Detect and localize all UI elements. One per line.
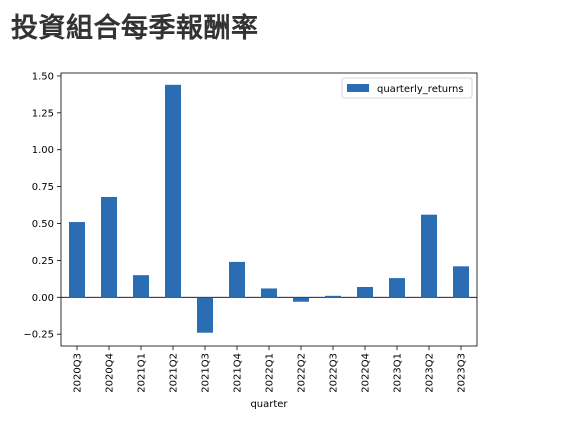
bar-2020Q3 [69,222,85,298]
y-tick-label: 1.50 [32,71,54,82]
y-tick-label: 0.75 [32,182,54,193]
x-tick-label: 2020Q3 [73,353,84,393]
bar-2021Q4 [229,261,245,298]
plot-frame [60,72,478,347]
bar-2021Q2 [165,84,181,298]
page-title: 投資組合每季報酬率 [11,13,259,44]
x-tick-label: 2021Q3 [201,353,212,393]
y-tick-label: 0.00 [32,293,54,304]
bar-2021Q3 [197,297,213,333]
y-tick-label: 0.25 [32,256,54,267]
legend-box [341,77,473,99]
bar-2020Q4 [101,196,117,298]
bar-2022Q3 [325,295,341,298]
x-axis-label: quarter [250,399,288,410]
legend-swatch [347,84,369,92]
x-tick-label: 2022Q4 [361,353,372,393]
y-tick-label: 1.00 [32,145,54,156]
x-tick-label: 2023Q1 [393,353,404,393]
x-tick-label: 2022Q2 [297,353,308,393]
x-tick-label: 2023Q2 [425,353,436,393]
legend-label: quarterly_returns [377,84,464,95]
x-tick-label: 2021Q2 [169,353,180,393]
bar-2023Q3 [453,266,469,298]
bar-2022Q4 [357,286,373,298]
y-tick-label: −0.25 [23,330,54,341]
x-tick-label: 2021Q4 [233,353,244,393]
x-tick-label: 2021Q1 [137,353,148,393]
y-tick-label: 0.50 [32,219,54,230]
x-tick-label: 2022Q3 [329,353,340,393]
bar-2022Q2 [293,297,309,302]
legend: quarterly_returns [341,77,473,99]
x-tick-label: 2020Q4 [105,353,116,393]
y-tick-label: 1.25 [32,108,54,119]
bar-2022Q1 [261,288,277,298]
x-tick-label: 2023Q3 [457,353,468,393]
x-tick-label: 2022Q1 [265,353,276,393]
bar-2023Q2 [421,214,437,298]
bar-2021Q1 [133,275,149,298]
bar-2023Q1 [389,278,405,298]
